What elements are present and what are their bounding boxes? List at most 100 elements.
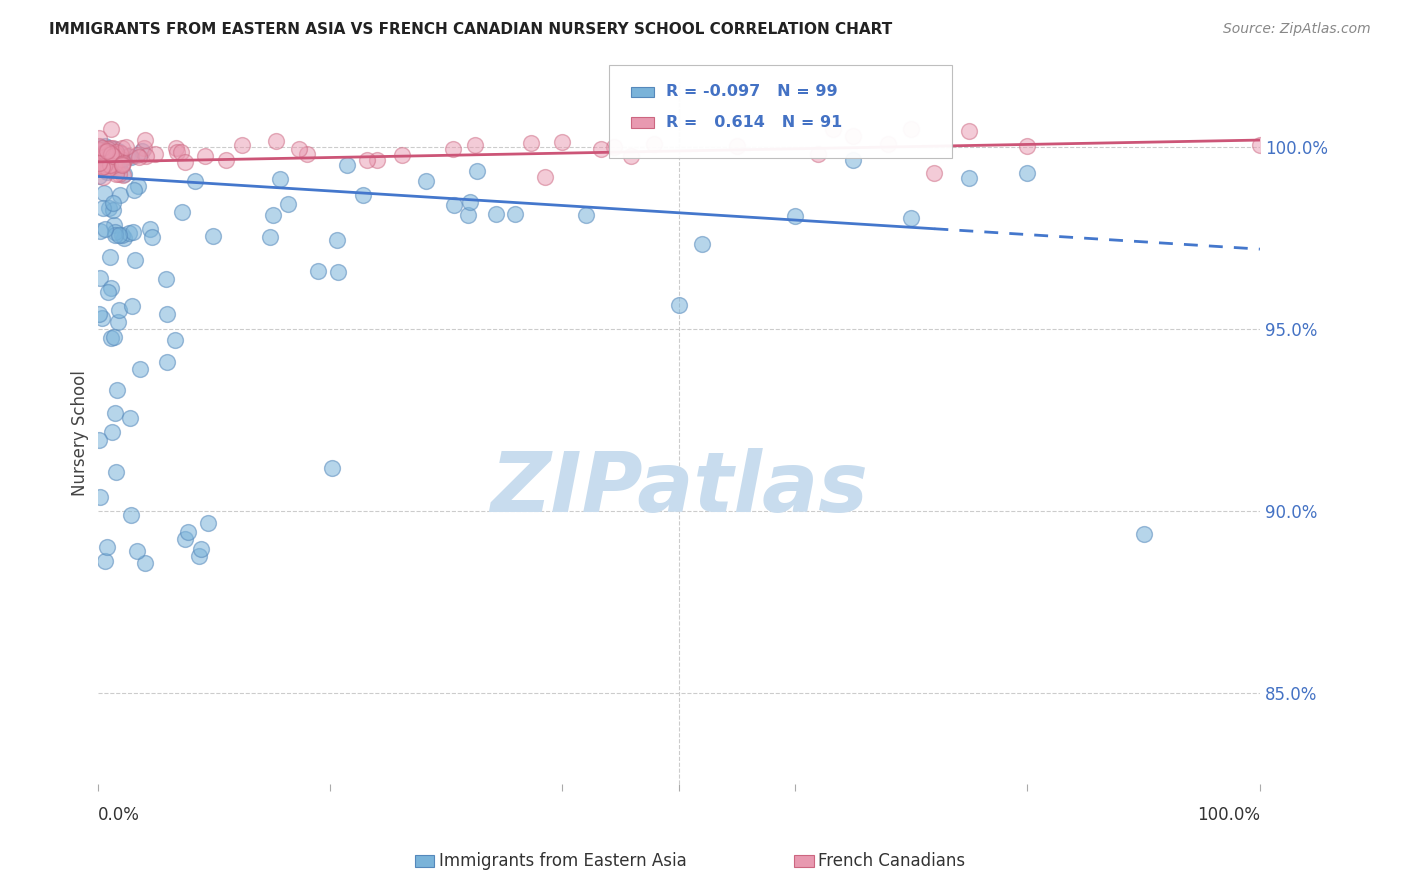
Point: [96, 144, 118, 158]
Y-axis label: Nursery School: Nursery School: [72, 370, 89, 496]
Point: [97, 153, 120, 168]
Point: [184, 174, 207, 188]
Point: [93, 160, 115, 174]
Point: [91, 160, 114, 174]
Point: [93, 153, 115, 167]
Point: [156, 307, 179, 321]
Point: [877, 137, 900, 152]
Point: [98, 146, 121, 161]
Point: [131, 145, 153, 159]
Point: [118, 411, 141, 425]
Point: [104, 158, 127, 172]
Point: [135, 149, 157, 163]
Point: [89, 271, 111, 285]
Point: [103, 148, 125, 162]
Point: [326, 233, 349, 247]
Point: [129, 361, 152, 376]
Point: [87, 131, 110, 145]
Point: [307, 264, 329, 278]
Point: [97, 285, 120, 299]
Point: [107, 145, 129, 159]
Point: [259, 230, 281, 244]
Point: [104, 225, 127, 239]
Point: [111, 158, 134, 172]
Point: [108, 188, 131, 202]
Point: [93, 186, 115, 200]
Point: [457, 208, 479, 222]
Point: [821, 122, 844, 136]
Point: [89, 490, 111, 504]
Point: [93, 150, 115, 164]
Point: [465, 164, 488, 178]
Point: [89, 143, 111, 157]
Point: [103, 141, 125, 155]
Point: [190, 541, 212, 556]
Point: [108, 145, 131, 160]
Point: [262, 208, 284, 222]
Point: [112, 231, 135, 245]
Point: [957, 123, 980, 137]
Point: [134, 133, 156, 147]
Point: [356, 153, 378, 168]
Point: [297, 146, 319, 161]
Point: [170, 145, 193, 159]
Point: [107, 315, 129, 329]
Point: [112, 167, 135, 181]
Point: [98, 158, 121, 172]
Point: [93, 145, 115, 159]
Point: [620, 149, 643, 163]
Point: [90, 155, 112, 169]
Point: [115, 140, 138, 154]
Point: [110, 152, 132, 166]
Point: [125, 543, 148, 558]
Point: [458, 195, 481, 210]
Point: [94, 145, 117, 160]
Point: [231, 137, 253, 152]
Point: [415, 174, 437, 188]
Point: [391, 147, 413, 161]
Point: [352, 188, 374, 202]
Point: [264, 134, 287, 148]
Point: [93, 161, 115, 175]
Point: [165, 141, 187, 155]
Point: [643, 137, 665, 152]
Point: [89, 169, 111, 183]
Point: [108, 227, 131, 242]
Point: [108, 161, 131, 175]
Point: [725, 138, 748, 153]
Point: [91, 154, 114, 169]
Point: [94, 162, 117, 177]
Point: [924, 166, 946, 180]
Text: R = -0.097   N = 99: R = -0.097 N = 99: [666, 85, 838, 99]
Point: [336, 158, 359, 172]
Point: [105, 383, 128, 397]
Point: [104, 406, 127, 420]
Point: [103, 218, 125, 232]
Point: [321, 461, 343, 475]
Point: [97, 158, 120, 172]
Text: IMMIGRANTS FROM EASTERN ASIA VS FRENCH CANADIAN NURSERY SCHOOL CORRELATION CHART: IMMIGRANTS FROM EASTERN ASIA VS FRENCH C…: [49, 22, 893, 37]
Point: [957, 170, 980, 185]
Point: [101, 140, 124, 154]
Point: [155, 272, 177, 286]
Point: [96, 165, 118, 179]
Point: [121, 299, 143, 313]
Point: [94, 222, 117, 236]
Point: [141, 230, 163, 244]
Point: [603, 140, 626, 154]
Point: [100, 281, 122, 295]
Point: [105, 466, 128, 480]
Point: [505, 207, 527, 221]
Point: [115, 148, 138, 162]
Point: [194, 149, 217, 163]
Point: [125, 148, 148, 162]
Point: [94, 554, 117, 568]
Point: [100, 331, 122, 345]
Point: [111, 157, 134, 171]
Point: [100, 122, 122, 136]
Text: French Canadians: French Canadians: [818, 852, 966, 870]
Point: [690, 236, 713, 251]
Point: [108, 302, 131, 317]
Point: [103, 158, 125, 172]
Point: [98, 250, 121, 264]
